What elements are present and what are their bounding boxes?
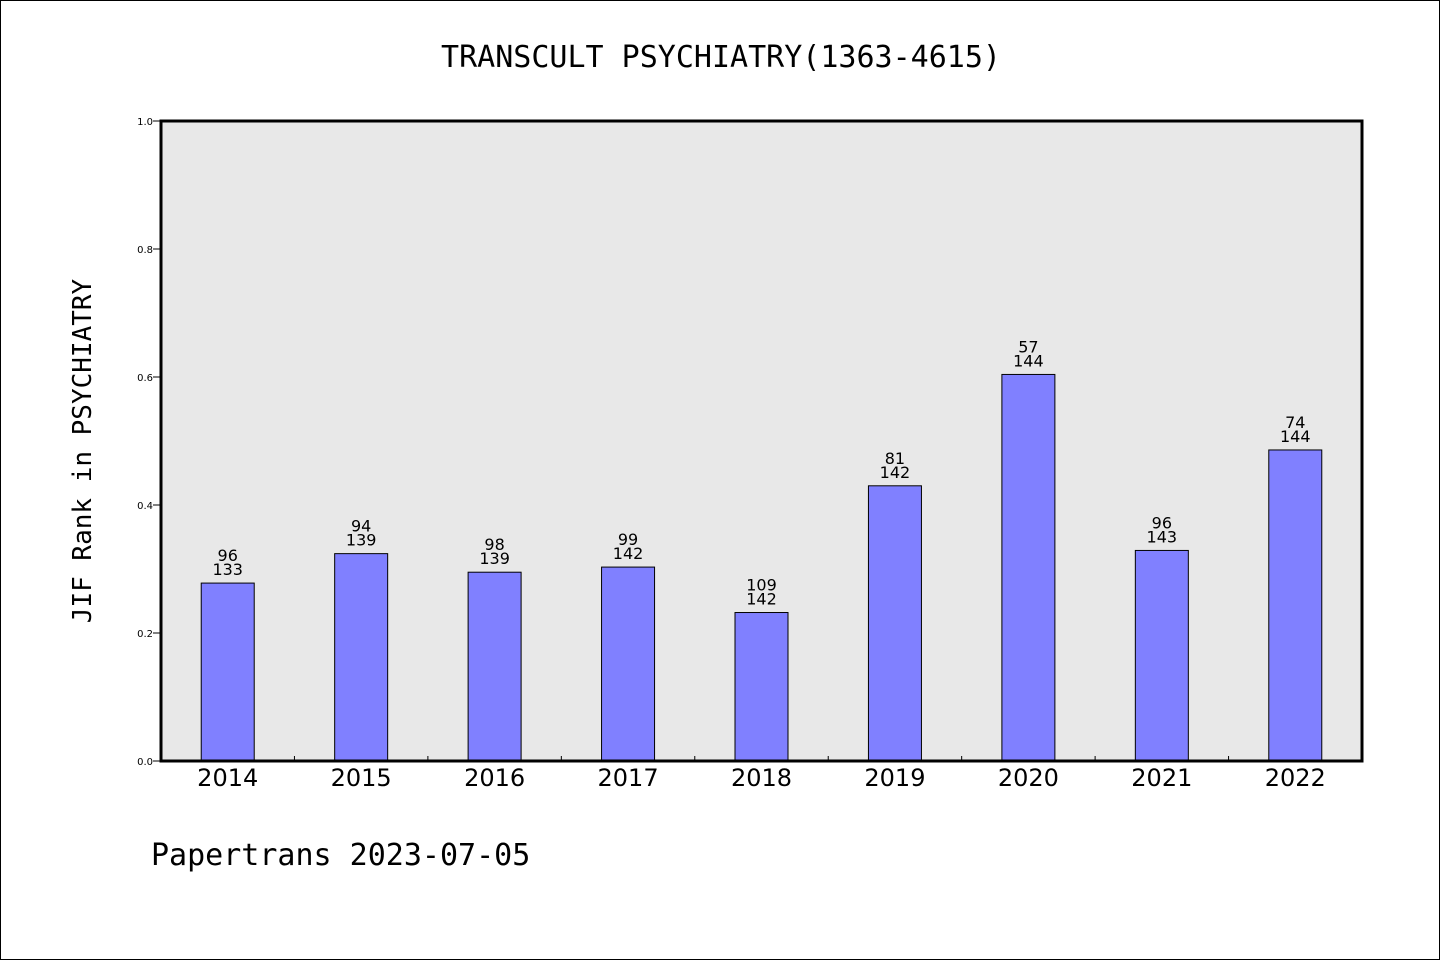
x-tick-label: 2017: [598, 764, 659, 792]
y-tick-label: 0.8: [137, 245, 153, 256]
bar-2019: [867, 485, 922, 762]
bar-rank-label: 96: [218, 546, 238, 565]
x-tick-label: 2015: [331, 764, 392, 792]
bar-total-label: 144: [1013, 351, 1044, 370]
x-tick-label: 2016: [464, 764, 525, 792]
bar-total-label: 139: [479, 549, 510, 568]
y-tick-label: 0.6: [137, 373, 153, 384]
plot-border: [159, 119, 1364, 763]
bar-2018: [734, 612, 789, 762]
y-axis-label: JIF Rank in PSYCHIATRY: [68, 278, 98, 623]
bar-rank-label: 109: [746, 576, 777, 595]
bar-rank-label: 74: [1285, 413, 1305, 432]
bar-rank-label: 96: [1152, 513, 1172, 532]
y-tick-label: 0.0: [137, 757, 153, 768]
x-tick-label: 2018: [731, 764, 792, 792]
y-axis-ticks: 0.0 0.2 0.4 0.6 0.8 1.0: [137, 117, 161, 768]
bar-2015: [334, 553, 389, 762]
x-tick-label: 2014: [197, 764, 258, 792]
footer-credit: Papertrans 2023-07-05: [151, 838, 530, 873]
bar-2014: [200, 582, 255, 762]
bar-total-label: 139: [346, 531, 377, 550]
bar-rank-label: 57: [1018, 337, 1038, 356]
bar-total-label: 142: [746, 590, 777, 609]
bar-total-label: 142: [880, 463, 911, 482]
bar-total-label: 133: [212, 560, 243, 579]
bar-2016: [467, 571, 522, 762]
y-tick-label: 0.2: [137, 629, 153, 640]
bar-rank-label: 98: [484, 535, 504, 554]
chart-title: TRANSCULT PSYCHIATRY(1363-4615): [441, 40, 1001, 75]
bar-2020: [1001, 373, 1056, 762]
x-tick-label: 2022: [1265, 764, 1326, 792]
bar-total-label: 142: [613, 544, 644, 563]
bars: [200, 373, 1323, 762]
y-tick-label: 1.0: [137, 117, 153, 128]
bar-rank-label: 94: [351, 517, 371, 536]
bar-total-label: 144: [1280, 427, 1311, 446]
bar-2022: [1268, 449, 1323, 762]
bar-2017: [601, 566, 656, 762]
bar-2021: [1134, 549, 1189, 762]
x-tick-label: 2021: [1131, 764, 1192, 792]
bar-rank-label: 99: [618, 530, 638, 549]
x-axis-ticks: 2014 2015 2016 2017 2018 2019 2020 2021 2022: [197, 756, 1326, 792]
bar-rank-label: 81: [885, 449, 905, 468]
bar-total-label: 143: [1147, 527, 1178, 546]
x-tick-label: 2019: [864, 764, 925, 792]
x-tick-label: 2020: [998, 764, 1059, 792]
y-tick-label: 0.4: [137, 501, 153, 512]
